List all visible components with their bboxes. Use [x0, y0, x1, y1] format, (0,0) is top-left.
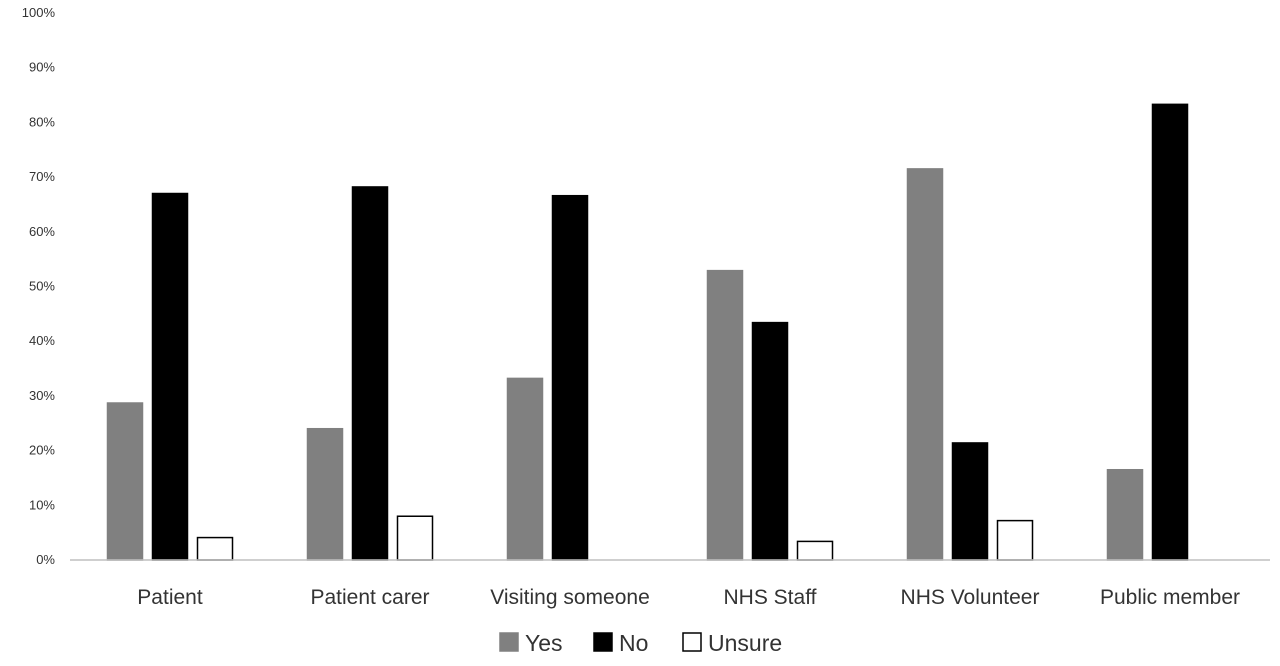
bar-no-visiting-someone: [551, 194, 589, 561]
legend: Yes No Unsure: [499, 630, 782, 656]
x-tick-label: Patient: [137, 586, 203, 609]
x-tick-label: Patient carer: [310, 586, 429, 609]
bar-yes-patient-carer: [306, 427, 344, 561]
legend-swatch-no: [593, 632, 613, 652]
y-tick-label: 40%: [29, 333, 55, 348]
x-axis: Patient Patient carer Visiting someone NHS …: [137, 586, 1240, 609]
bars: [106, 103, 1189, 561]
y-tick-label: 60%: [29, 224, 55, 239]
y-tick-label: 90%: [29, 60, 55, 75]
y-tick-label: 30%: [29, 388, 55, 403]
y-tick-label: 20%: [29, 443, 55, 458]
bar-no-public-member: [1151, 103, 1189, 561]
bar-no-patient: [151, 192, 189, 561]
bar-unsure-nhs-staff: [796, 540, 834, 561]
x-tick-label: NHS Volunteer: [901, 586, 1040, 609]
y-tick-label: 0%: [36, 552, 55, 567]
bar-no-patient-carer: [351, 186, 389, 561]
legend-label-no: No: [619, 630, 648, 656]
legend-label-unsure: Unsure: [708, 630, 782, 656]
legend-swatch-yes: [499, 632, 519, 652]
bar-unsure-nhs-volunteer: [996, 519, 1034, 561]
legend-label-yes: Yes: [525, 630, 563, 656]
legend-swatch-unsure: [682, 632, 702, 652]
bar-yes-patient: [106, 402, 144, 561]
bar-no-nhs-staff: [751, 321, 789, 561]
x-tick-label: Public member: [1100, 586, 1240, 609]
bar-unsure-patient-carer: [396, 515, 434, 561]
y-tick-label: 10%: [29, 497, 55, 512]
x-tick-label: Visiting someone: [490, 586, 650, 609]
y-tick-label: 70%: [29, 169, 55, 184]
y-tick-label: 100%: [22, 5, 56, 20]
bar-yes-nhs-volunteer: [906, 168, 944, 561]
y-tick-label: 80%: [29, 114, 55, 129]
bar-yes-nhs-staff: [706, 269, 744, 561]
bar-yes-visiting-someone: [506, 377, 544, 561]
y-tick-label: 50%: [29, 279, 55, 294]
bar-unsure-patient: [196, 536, 234, 561]
bar-yes-public-member: [1106, 468, 1144, 561]
x-tick-label: NHS Staff: [724, 586, 817, 609]
y-axis: 0% 10% 20% 30% 40% 50% 60% 70% 80% 90% 100%: [22, 5, 56, 567]
bar-no-nhs-volunteer: [951, 442, 989, 561]
